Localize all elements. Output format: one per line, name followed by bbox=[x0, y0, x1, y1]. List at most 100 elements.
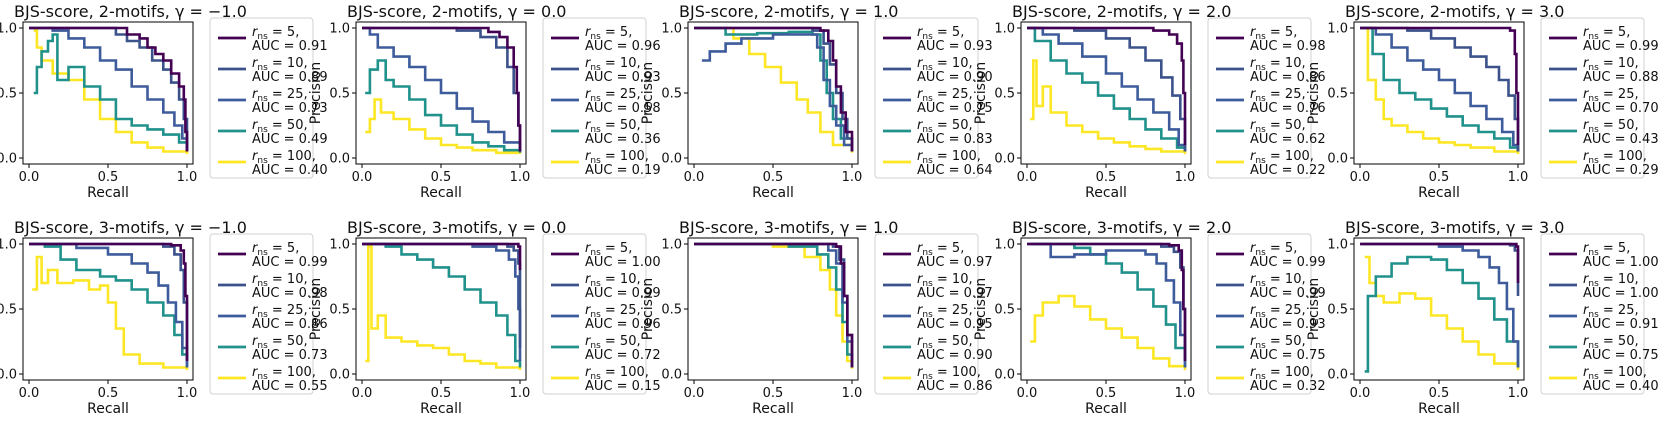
legend-auc-rns-50: AUC = 0.90 bbox=[917, 348, 993, 363]
series-line-rns-25 bbox=[29, 26, 189, 152]
legend-auc-rns-100: AUC = 0.40 bbox=[252, 163, 328, 178]
legend-auc-rns-100: AUC = 0.64 bbox=[917, 163, 993, 178]
subplot-title: BJS-score, 3-motifs, γ = −1.0 bbox=[14, 218, 247, 237]
legend-auc-rns-5: AUC = 0.99 bbox=[1250, 255, 1326, 270]
series-line-rns-10 bbox=[1360, 242, 1520, 296]
legend-auc-rns-100: AUC = 0.22 bbox=[1250, 163, 1326, 178]
y-tick-label: 0.0 bbox=[329, 368, 350, 383]
series-group bbox=[1027, 26, 1187, 155]
y-tick-label: 0.0 bbox=[661, 152, 682, 167]
subplot-title: BJS-score, 3-motifs, γ = 3.0 bbox=[1345, 218, 1564, 237]
legend-label-rns-5: rns = 5, bbox=[252, 25, 299, 42]
legend-auc-rns-10: AUC = 0.88 bbox=[1583, 70, 1659, 85]
subplot-7: BJS-score, 3-motifs, γ = 0.0 0.00.0 0.5 0.5… bbox=[308, 218, 661, 417]
legend-auc-rns-10: AUC = 1.00 bbox=[1583, 286, 1659, 301]
legend-frame bbox=[1540, 17, 1645, 179]
y-axis-label: Precision bbox=[973, 62, 989, 124]
subplot-3: BJS-score, 2-motifs, γ = 1.0 0.00.0 0.5 0.5… bbox=[640, 2, 993, 201]
series-line-rns-50 bbox=[1034, 242, 1187, 368]
x-tick-label: 0.0 bbox=[1350, 386, 1371, 401]
series-line-rns-25 bbox=[1360, 26, 1520, 152]
legend-label-rns-5: rns = 5, bbox=[585, 25, 632, 42]
legend-label-rns-10: rns = 10, bbox=[1583, 272, 1639, 289]
series-line-rns-50 bbox=[1027, 26, 1187, 152]
x-tick-label: 0.0 bbox=[352, 386, 373, 401]
series-line-rns-10 bbox=[29, 26, 189, 152]
y-tick-label: 0.5 bbox=[994, 87, 1015, 102]
y-tick-label: 1.0 bbox=[0, 22, 17, 37]
legend-label-rns-50: rns = 50, bbox=[1250, 118, 1306, 135]
legend-label-rns-5: rns = 5, bbox=[1250, 25, 1297, 42]
subplot-title: BJS-score, 2-motifs, γ = 1.0 bbox=[679, 2, 898, 21]
subplot-4: BJS-score, 2-motifs, γ = 2.0 0.00.0 0.5 0.5… bbox=[973, 2, 1326, 201]
legend-auc-rns-5: AUC = 0.97 bbox=[917, 255, 993, 270]
y-axis-label: Precision bbox=[1306, 278, 1322, 340]
legend-frame bbox=[542, 17, 647, 179]
legend-label-rns-25: rns = 25, bbox=[1250, 87, 1306, 104]
y-tick-label: 0.0 bbox=[994, 152, 1015, 167]
legend-auc-rns-50: AUC = 0.36 bbox=[585, 132, 661, 147]
legend-label-rns-50: rns = 50, bbox=[917, 334, 973, 351]
legend-auc-rns-25: AUC = 0.73 bbox=[252, 101, 328, 116]
subplot-1: BJS-score, 2-motifs, γ = −1.0 0.00.0 0.5 0.… bbox=[0, 2, 328, 201]
y-tick-label: 0.0 bbox=[0, 152, 17, 167]
legend-label-rns-50: rns = 50, bbox=[585, 334, 641, 351]
axes-frame bbox=[687, 237, 859, 381]
series-line-rns-5 bbox=[29, 26, 189, 152]
legend-label-rns-5: rns = 5, bbox=[1250, 241, 1297, 258]
y-tick-label: 0.0 bbox=[661, 368, 682, 383]
x-axis-label: Recall bbox=[87, 185, 129, 201]
subplot-9: BJS-score, 3-motifs, γ = 2.0 0.00.0 0.5 0.5… bbox=[973, 218, 1326, 417]
x-tick-label: 0.5 bbox=[1096, 170, 1117, 185]
y-axis-label: Precision bbox=[640, 278, 656, 340]
y-tick-label: 1.0 bbox=[661, 238, 682, 253]
series-line-rns-50 bbox=[29, 242, 189, 368]
legend-label-rns-100: rns = 100, bbox=[585, 149, 649, 166]
legend-auc-rns-100: AUC = 0.40 bbox=[1583, 379, 1659, 394]
series-group bbox=[694, 242, 854, 369]
legend-label-rns-5: rns = 5, bbox=[1583, 241, 1630, 258]
series-group bbox=[1027, 242, 1187, 371]
legend-label-rns-100: rns = 100, bbox=[917, 365, 981, 382]
legend: rns = 5,AUC = 0.93 rns = 10,AUC = 0.90 rns… bbox=[874, 17, 993, 179]
legend: rns = 5,AUC = 0.96 rns = 10,AUC = 0.93 rns… bbox=[542, 17, 661, 179]
legend-auc-rns-100: AUC = 0.55 bbox=[252, 379, 328, 394]
x-tick-label: 1.0 bbox=[1175, 386, 1196, 401]
y-tick-label: 0.5 bbox=[661, 87, 682, 102]
axes-frame bbox=[355, 237, 527, 381]
legend-auc-rns-50: AUC = 0.75 bbox=[1250, 348, 1326, 363]
legend-label-rns-100: rns = 100, bbox=[252, 365, 316, 382]
y-tick-label: 1.0 bbox=[0, 238, 17, 253]
legend-label-rns-100: rns = 100, bbox=[1250, 365, 1314, 382]
x-axis-label: Recall bbox=[752, 401, 794, 417]
y-tick-label: 0.5 bbox=[1327, 87, 1348, 102]
legend-frame bbox=[209, 17, 314, 179]
y-tick-label: 0.0 bbox=[994, 368, 1015, 383]
subplot-title: BJS-score, 2-motifs, γ = 3.0 bbox=[1345, 2, 1564, 21]
legend-label-rns-25: rns = 25, bbox=[252, 303, 308, 320]
series-line-rns-5 bbox=[1027, 242, 1187, 361]
legend-auc-rns-25: AUC = 0.75 bbox=[917, 101, 993, 116]
subplot-title: BJS-score, 2-motifs, γ = 2.0 bbox=[1012, 2, 1231, 21]
series-group bbox=[1360, 26, 1520, 155]
series-line-rns-50 bbox=[1363, 26, 1520, 152]
series-group bbox=[29, 242, 189, 371]
x-tick-label: 0.5 bbox=[98, 386, 119, 401]
legend-auc-rns-5: AUC = 0.96 bbox=[585, 39, 661, 54]
x-tick-label: 0.0 bbox=[19, 386, 40, 401]
y-tick-label: 1.0 bbox=[661, 22, 682, 37]
legend-label-rns-10: rns = 10, bbox=[1250, 272, 1306, 289]
legend-auc-rns-25: AUC = 0.86 bbox=[252, 317, 328, 332]
series-line-rns-25 bbox=[1027, 26, 1187, 152]
y-axis-label: Precision bbox=[308, 62, 324, 124]
y-axis-label: Precision bbox=[1306, 62, 1322, 124]
legend-label-rns-10: rns = 10, bbox=[917, 56, 973, 73]
legend-label-rns-50: rns = 50, bbox=[585, 118, 641, 135]
legend: rns = 5,AUC = 0.99 rns = 10,AUC = 0.88 rns… bbox=[1540, 17, 1659, 179]
x-axis-label: Recall bbox=[752, 185, 794, 201]
series-group bbox=[29, 26, 189, 155]
legend-auc-rns-50: AUC = 0.75 bbox=[1583, 348, 1659, 363]
x-tick-label: 0.5 bbox=[431, 170, 452, 185]
series-line-rns-25 bbox=[362, 26, 522, 152]
